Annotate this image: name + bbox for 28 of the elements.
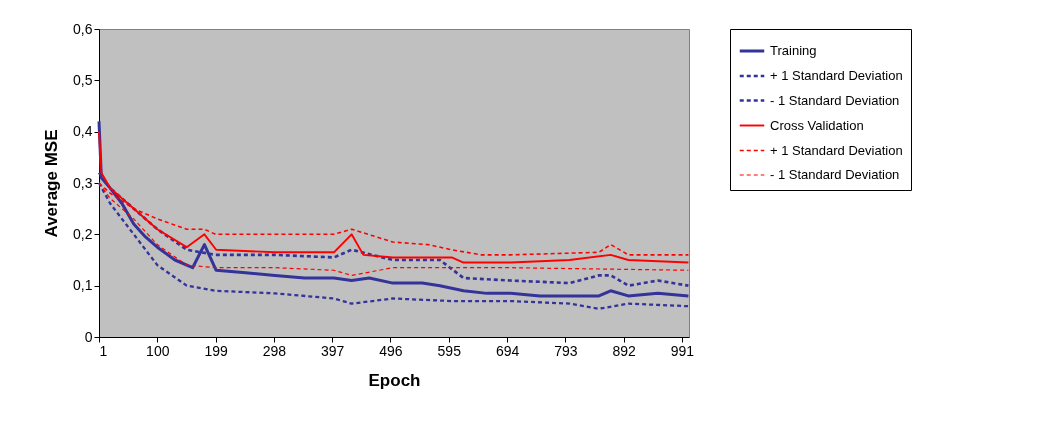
legend-label: Cross Validation (770, 117, 864, 133)
x-axis-title: Epoch (368, 370, 421, 390)
x-tick-label: 991 (670, 342, 695, 359)
x-tick-label: 793 (554, 342, 578, 359)
y-tick-label: 0,1 (73, 277, 93, 294)
x-tick-label: 199 (204, 342, 228, 359)
legend-label: + 1 Standard Deviation (770, 142, 903, 158)
y-tick-label: 0,4 (73, 123, 93, 140)
y-tick-label: 0,6 (73, 20, 93, 37)
x-tick-label: 496 (379, 342, 403, 359)
legend-label: Training (770, 43, 817, 58)
legend-label: + 1 Standard Deviation (770, 68, 903, 83)
y-tick-label: 0,3 (73, 174, 93, 191)
line-series (97, 181, 690, 310)
x-tick-label: 595 (437, 342, 462, 359)
x-tick-label: 100 (146, 342, 170, 359)
y-tick-label: 0 (84, 328, 93, 345)
x-tick-label: 298 (262, 342, 287, 359)
x-tick-label: 892 (612, 342, 637, 359)
y-axis-title: Average MSE (42, 129, 62, 238)
x-tick-label: 397 (320, 342, 345, 359)
legend-label: - 1 Standard Deviation (770, 167, 900, 182)
line-series (97, 119, 690, 298)
y-tick-label: 0,5 (73, 71, 93, 88)
x-tick-label: 694 (495, 342, 520, 359)
x-tick-label: 1 (99, 342, 108, 359)
legend-label: - 1 Standard Deviation (770, 92, 900, 108)
y-tick-label: 0,2 (73, 225, 93, 242)
